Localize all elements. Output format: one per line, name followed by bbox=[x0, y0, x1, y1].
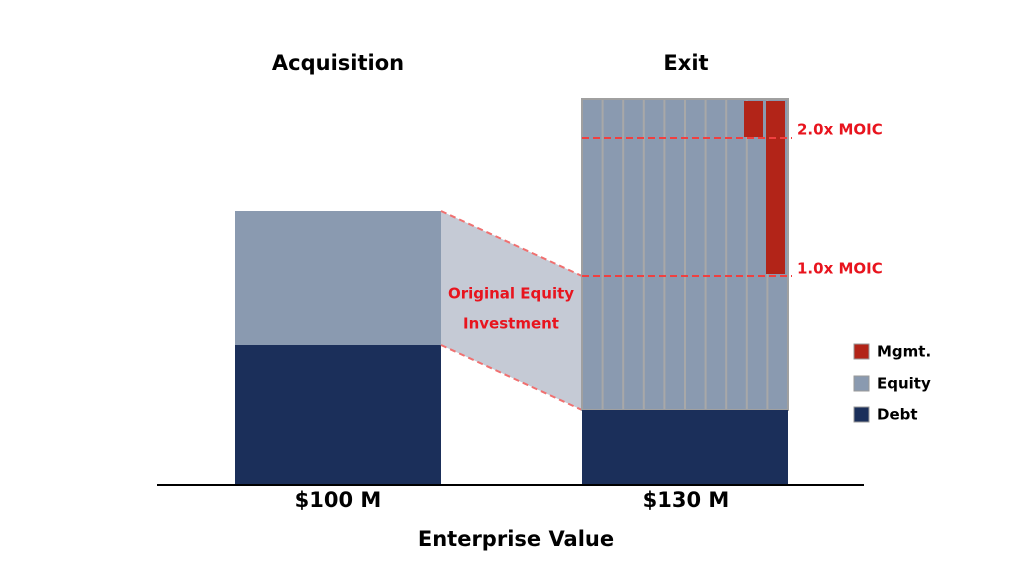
legend-label: Mgmt. bbox=[877, 343, 931, 361]
legend-swatch bbox=[853, 343, 870, 360]
legend-label: Equity bbox=[877, 375, 931, 393]
left-title: Acquisition bbox=[272, 51, 404, 75]
equity-block bbox=[235, 211, 441, 345]
axis-label: Enterprise Value bbox=[418, 527, 614, 551]
bridge-label: Investment bbox=[463, 315, 559, 333]
legend-swatch bbox=[853, 375, 870, 392]
bar-label: $130 M bbox=[643, 488, 730, 512]
exit-bar bbox=[581, 98, 789, 485]
equity-bridge bbox=[441, 211, 582, 410]
bridge-edge bbox=[440, 210, 583, 277]
legend: Mgmt. Equity Debt bbox=[853, 343, 931, 424]
mgmt-block bbox=[744, 101, 763, 137]
debt-block bbox=[235, 345, 441, 485]
moic-label: 2.0x MOIC bbox=[797, 121, 883, 139]
acquisition-bar bbox=[235, 211, 441, 485]
right-title: Exit bbox=[663, 51, 708, 75]
bridge-edge bbox=[440, 344, 583, 411]
moic-label: 1.0x MOIC bbox=[797, 260, 883, 278]
bridge-label: Original Equity bbox=[448, 285, 574, 303]
legend-swatch bbox=[853, 406, 870, 423]
bar-label: $100 M bbox=[295, 488, 382, 512]
debt-block bbox=[582, 410, 788, 485]
mgmt-block bbox=[766, 101, 785, 274]
legend-label: Debt bbox=[877, 406, 918, 424]
